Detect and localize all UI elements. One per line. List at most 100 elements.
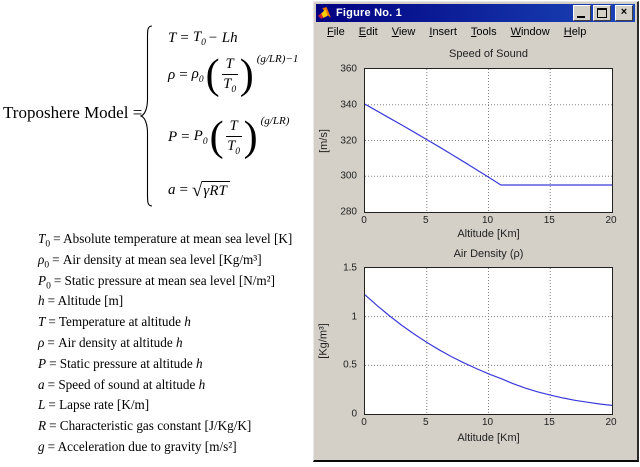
figure-canvas: Speed of Sound [m/s] 280 300 320 340 360 0 5 1…: [316, 41, 635, 460]
menu-window[interactable]: Window: [510, 26, 550, 38]
exponent: (g/LR)−1: [256, 53, 299, 65]
air-density-plot: Air Density (ρ) [Kg/m³] 0 0.5 1 1.5 0 5 10 15 2…: [318, 248, 617, 453]
fraction-numerator: T: [221, 56, 238, 75]
curly-brace-icon: [140, 25, 153, 207]
equation-density: ρ = ρ0 ( T T0 ) (g/LR)−1: [168, 51, 299, 98]
definition-row: T0 = Absolute temperature at mean sea lev…: [38, 231, 293, 250]
menu-insert[interactable]: Insert: [429, 26, 457, 38]
definition-row: g = Acceleration due to gravity [m/s²]: [38, 438, 237, 454]
minimize-icon: [577, 16, 585, 18]
definition-row: h = Altitude [m]: [38, 293, 124, 309]
window-title: Figure No. 1: [336, 7, 402, 19]
fraction: T T0: [225, 118, 242, 157]
speed-of-sound-plot: Speed of Sound [m/s] 280 300 320 340 360 0 5 1…: [318, 48, 617, 248]
eq-rest: − Lh: [207, 30, 238, 46]
definition-row: P = Static pressure at altitude h: [38, 355, 203, 371]
fraction-denominator: T0: [227, 138, 241, 157]
eq-lhs: T: [168, 30, 177, 46]
equals-sign: =: [181, 128, 190, 145]
definition-row: a = Speed of sound at altitude h: [38, 376, 206, 392]
eq-coefficient: ρ0: [191, 65, 204, 85]
notes-panel: Troposhere Model = T = T0 − Lh ρ = ρ0 ( …: [0, 0, 313, 467]
equals-sign: =: [179, 182, 188, 198]
exponent: (g/LR): [260, 115, 290, 127]
radicand: γRT: [202, 181, 230, 200]
y-axis-ticks: 280 300 320 340 360: [334, 64, 360, 218]
chart-canvas: [365, 69, 612, 212]
eq-term: T0: [192, 29, 206, 48]
model-label: Troposhere Model =: [3, 103, 143, 122]
fraction-numerator: T: [225, 118, 242, 137]
y-tick-label: 0.5: [343, 359, 357, 371]
right-paren: ): [243, 113, 258, 160]
window-titlebar[interactable]: Figure No. 1 ×: [316, 4, 635, 22]
menu-bar: File Edit View Insert Tools Window Help: [316, 23, 635, 41]
y-tick-label: 340: [340, 99, 357, 111]
y-tick-label: 0: [351, 408, 357, 420]
y-tick-label: 1.5: [343, 262, 357, 274]
x-tick-label: 10: [481, 215, 494, 226]
eq-lhs: P: [168, 128, 178, 145]
maximize-icon: [597, 8, 607, 18]
definition-row: L = Lapse rate [K/m]: [38, 397, 150, 413]
menu-view[interactable]: View: [391, 26, 416, 38]
matlab-logo-icon: [318, 6, 332, 20]
definition-row: ρ = Air density at altitude h: [38, 334, 183, 350]
chart-title: Air Density (ρ): [453, 248, 524, 260]
menu-tools[interactable]: Tools: [470, 26, 497, 38]
equation-temperature: T = T0 − Lh: [168, 29, 238, 48]
menu-help[interactable]: Help: [563, 26, 587, 38]
definition-row: P0 = Static pressure at mean sea level [N…: [38, 272, 276, 292]
symbol-definitions-list: T0 = Absolute temperature at mean sea lev…: [38, 231, 310, 460]
fraction: T T0: [221, 56, 238, 95]
x-tick-label: 10: [481, 417, 494, 428]
radical-icon: √: [191, 180, 203, 201]
eq-coefficient: P0: [193, 127, 208, 147]
definition-row: ρ0 = Air density at mean sea level [Kg/m³…: [38, 251, 262, 271]
menu-edit[interactable]: Edit: [358, 26, 378, 38]
eq-lhs: ρ: [168, 66, 176, 83]
window-controls: ×: [573, 5, 633, 21]
left-paren: (: [205, 51, 220, 98]
y-tick-label: 360: [340, 63, 357, 75]
minimize-button[interactable]: [573, 5, 591, 21]
plot-area: [364, 68, 613, 213]
chart-canvas: [365, 268, 612, 414]
y-axis-label: [Kg/m³]: [318, 323, 331, 359]
left-paren: (: [209, 113, 224, 160]
x-tick-label: 0: [361, 417, 367, 428]
troposphere-model-block: Troposhere Model = T = T0 − Lh ρ = ρ0 ( …: [0, 20, 313, 230]
x-tick-label: 20: [605, 215, 617, 226]
definition-row: R = Characteristic gas constant [J/Kg/K]: [38, 418, 252, 434]
matlab-figure-window: Figure No. 1 × File Edit View Insert Too…: [313, 1, 639, 462]
y-tick-label: 320: [340, 135, 357, 146]
equals-sign: =: [180, 30, 189, 46]
x-axis-label: Altitude [Km]: [457, 228, 520, 240]
x-tick-label: 5: [422, 417, 429, 428]
close-icon: ×: [620, 6, 628, 18]
equals-sign: =: [179, 66, 188, 83]
chart-title: Speed of Sound: [449, 48, 528, 60]
right-paren: ): [239, 51, 254, 98]
y-axis-ticks: 0 0.5 1 1.5: [334, 263, 360, 420]
y-tick-label: 280: [340, 206, 357, 218]
x-axis-label: Altitude [Km]: [457, 432, 520, 444]
definition-row: T = Temperature at altitude h: [38, 314, 191, 330]
maximize-button[interactable]: [593, 5, 611, 21]
fraction-denominator: T0: [223, 76, 237, 95]
menu-file[interactable]: File: [327, 26, 345, 38]
close-button[interactable]: ×: [615, 5, 633, 21]
x-axis-ticks: 0 5 10 15 20: [361, 215, 617, 227]
equation-pressure: P = P0 ( T T0 ) (g/LR): [168, 113, 290, 160]
x-axis-ticks: 0 5 10 15 20: [361, 417, 617, 429]
x-tick-label: 20: [605, 417, 617, 428]
eq-lhs: a: [168, 182, 176, 198]
plot-area: [364, 267, 613, 415]
y-tick-label: 300: [340, 170, 357, 182]
y-axis-label: [m/s]: [318, 128, 330, 153]
x-tick-label: 0: [361, 215, 367, 226]
equation-speed-of-sound: a = √ γRT: [168, 181, 230, 200]
y-tick-label: 1: [351, 311, 357, 323]
x-tick-label: 15: [543, 215, 555, 226]
